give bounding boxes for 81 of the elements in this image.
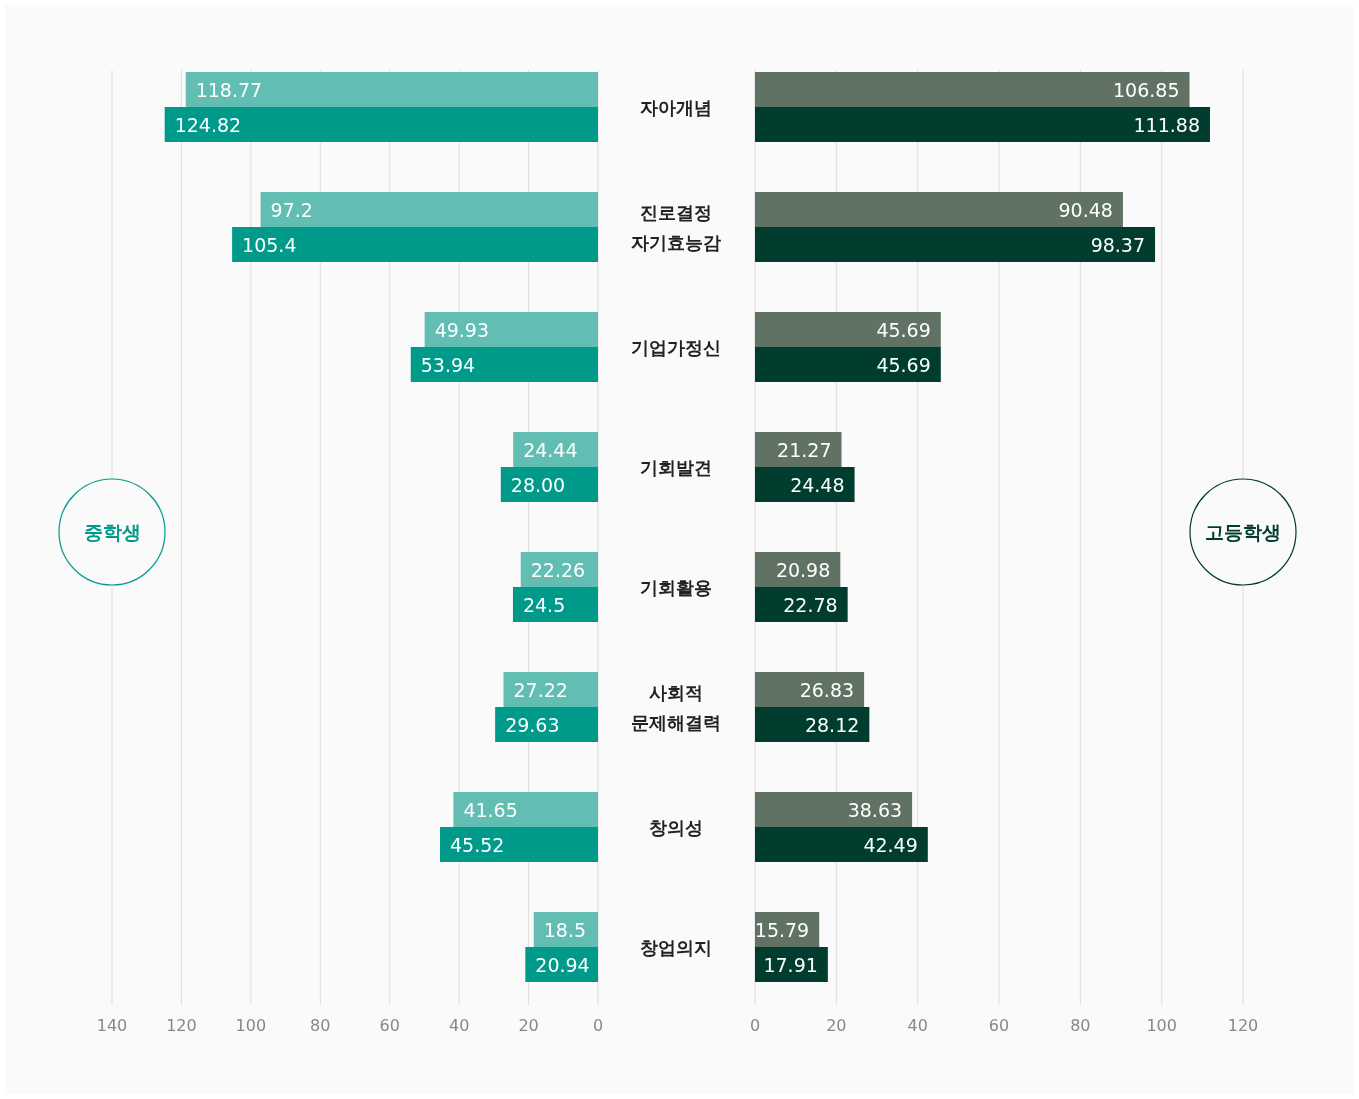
data-label: 38.63: [847, 798, 903, 821]
x-tick-label: 120: [166, 1016, 197, 1035]
x-tick-label: 0: [749, 1016, 761, 1035]
data-label: 45.69: [876, 318, 931, 341]
bar: [755, 347, 941, 382]
data-label: 24.44: [523, 438, 578, 461]
y-tick-label: 진로결정 자기효능감: [631, 202, 721, 253]
data-label: 26.83: [799, 678, 855, 701]
data-label: 28.12: [804, 713, 860, 736]
data-label: 45.52: [449, 833, 505, 856]
data-label: 111.88: [1133, 113, 1200, 136]
bar: [755, 312, 941, 347]
x-tick-label: 100: [1146, 1016, 1177, 1035]
data-label: 22.26: [530, 558, 586, 581]
data-label: 98.37: [1090, 233, 1146, 256]
data-label: 21.27: [777, 438, 832, 461]
x-tick-label: 60: [988, 1016, 1010, 1035]
data-label: 45.69: [876, 353, 931, 376]
data-label: 124.82: [174, 113, 242, 136]
data-label: 49.93: [434, 318, 490, 341]
data-label: 42.49: [863, 833, 918, 856]
bar: [755, 192, 1123, 227]
x-tick-label: 80: [310, 1016, 331, 1035]
x-tick-label: 0: [592, 1016, 604, 1035]
y-tick-label: 창의성: [649, 817, 703, 838]
data-label: 53.94: [420, 353, 476, 376]
data-label: 22.78: [783, 593, 838, 616]
text: 고등학생: [1205, 521, 1281, 543]
x-tick-label: 80: [1070, 1016, 1091, 1035]
y-tick-label: 기회활용: [640, 577, 712, 598]
x-tick-label: 40: [907, 1016, 928, 1035]
bar: [453, 792, 598, 827]
data-label: 17.91: [763, 953, 818, 976]
x-tick-label: 120: [1227, 1016, 1259, 1035]
y-tick-label: 자아개념: [640, 97, 712, 118]
data-label: 20.94: [535, 953, 590, 976]
bar: [424, 312, 598, 347]
data-label: 90.48: [1058, 198, 1113, 221]
x-tick-label: 40: [448, 1016, 470, 1035]
bar: [503, 672, 598, 707]
x-tick-label: 20: [518, 1016, 539, 1035]
data-label: 29.63: [505, 713, 560, 736]
y-tick-label: 기회발견: [640, 457, 712, 478]
data-label: 20.98: [775, 558, 831, 581]
bar: [755, 72, 1190, 107]
bar: [260, 192, 598, 227]
data-label: 27.22: [513, 678, 568, 701]
data-label: 97.2: [270, 198, 313, 221]
y-tick-label: 사회적 문제해결력: [631, 682, 721, 733]
bar: [512, 587, 598, 622]
y-tick-label: 창업의지: [640, 937, 712, 958]
x-tick-label: 140: [96, 1016, 128, 1035]
data-label: 106.85: [1113, 78, 1180, 101]
x-tick-label: 100: [235, 1016, 267, 1035]
bar: [755, 792, 913, 827]
bar: [755, 432, 842, 467]
data-label: 15.79: [754, 918, 810, 941]
bar: [755, 587, 848, 622]
data-label: 24.5: [522, 593, 566, 616]
data-label: 105.4: [242, 233, 297, 256]
data-label: 28.00: [510, 473, 566, 496]
data-label: 18.5: [543, 918, 587, 941]
y-tick-label: 기업가정신: [631, 337, 721, 358]
data-label: 118.77: [195, 78, 263, 101]
bar: [755, 107, 1210, 142]
bar: [439, 827, 598, 862]
text: 중학생: [83, 521, 141, 543]
bar: [232, 227, 598, 262]
data-label: 24.48: [790, 473, 845, 496]
x-tick-label: 60: [379, 1016, 400, 1035]
bar: [755, 827, 928, 862]
bar: [164, 107, 598, 142]
bar: [755, 672, 865, 707]
bar: [755, 707, 870, 742]
x-tick-label: 20: [826, 1016, 847, 1035]
data-label: 41.65: [463, 798, 518, 821]
bar: [495, 707, 598, 742]
bar: [755, 227, 1156, 262]
bar: [410, 347, 598, 382]
bar: [185, 72, 598, 107]
bar: [755, 467, 855, 502]
